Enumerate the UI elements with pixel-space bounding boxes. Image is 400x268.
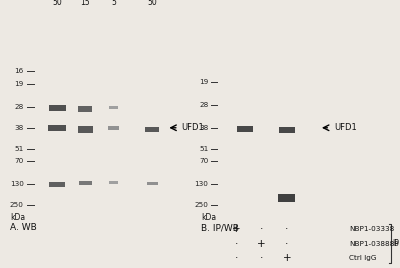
Bar <box>49 182 65 187</box>
Text: kDa: kDa <box>202 213 216 222</box>
Bar <box>78 126 93 133</box>
Text: 51: 51 <box>14 146 24 152</box>
Bar <box>78 106 92 111</box>
Text: ·: · <box>235 253 238 263</box>
Text: B. IP/WB: B. IP/WB <box>202 223 239 232</box>
Text: 130: 130 <box>10 181 24 187</box>
Text: A. WB: A. WB <box>10 223 36 232</box>
Text: 70: 70 <box>14 158 24 164</box>
Text: 250: 250 <box>10 202 24 208</box>
Text: 130: 130 <box>194 181 208 187</box>
Bar <box>49 105 66 110</box>
Bar <box>145 127 159 132</box>
Text: 70: 70 <box>199 158 208 164</box>
Text: UFD1: UFD1 <box>181 123 204 132</box>
Text: 28: 28 <box>199 102 208 108</box>
Bar <box>279 127 295 133</box>
Text: 250: 250 <box>194 202 208 208</box>
Text: 38: 38 <box>199 125 208 131</box>
Text: 51: 51 <box>199 146 208 152</box>
Text: +: + <box>282 253 291 263</box>
Text: ·: · <box>285 239 288 249</box>
Text: UFD1: UFD1 <box>334 123 357 132</box>
Text: Ctrl IgG: Ctrl IgG <box>349 255 377 261</box>
Text: 38: 38 <box>14 125 24 131</box>
Text: IP: IP <box>392 239 399 248</box>
Bar <box>278 194 295 202</box>
Bar <box>146 182 158 185</box>
Bar <box>48 125 66 131</box>
Text: 5: 5 <box>111 0 116 7</box>
Text: 28: 28 <box>14 104 24 110</box>
Text: NBP1-03338: NBP1-03338 <box>349 226 394 232</box>
Text: kDa: kDa <box>10 213 25 222</box>
Text: 15: 15 <box>81 0 90 7</box>
Bar <box>108 126 119 130</box>
Text: ·: · <box>235 239 238 249</box>
Text: ·: · <box>260 224 263 234</box>
Text: ·: · <box>260 253 263 263</box>
Bar <box>109 181 118 184</box>
Bar <box>109 106 118 109</box>
Text: NBP1-038889: NBP1-038889 <box>349 241 399 247</box>
Text: 50: 50 <box>52 0 62 7</box>
Text: ·: · <box>285 224 288 234</box>
Text: +: + <box>232 224 241 234</box>
Bar <box>237 126 253 132</box>
Text: 16: 16 <box>14 68 24 74</box>
Text: 19: 19 <box>14 81 24 87</box>
Text: +: + <box>257 239 266 249</box>
Text: 19: 19 <box>199 79 208 85</box>
Bar <box>79 181 92 185</box>
Text: 50: 50 <box>148 0 157 7</box>
